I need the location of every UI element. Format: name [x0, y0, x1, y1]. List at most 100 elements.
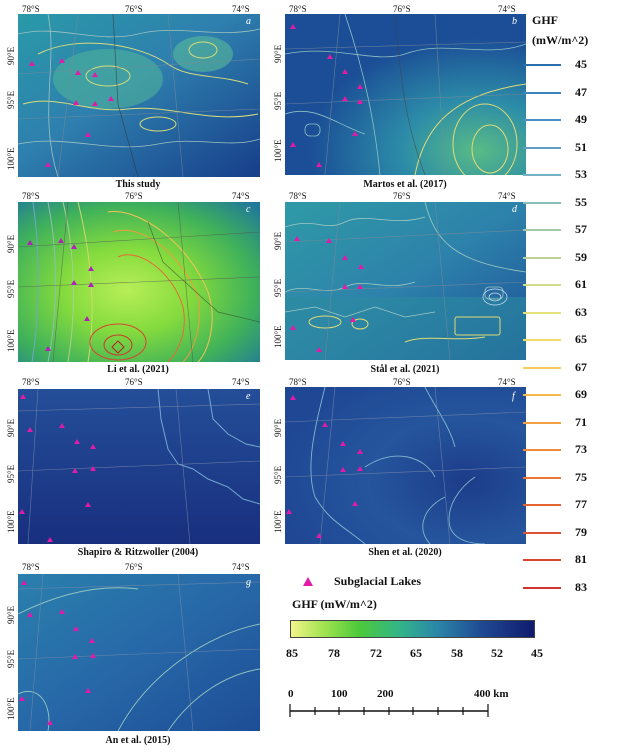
- contour-legend-value: 71: [575, 414, 587, 429]
- map-g-image: [18, 574, 260, 731]
- map-panel-b: [285, 14, 526, 175]
- lon-label: 100°E: [273, 325, 283, 348]
- contour-line-swatch: [523, 229, 561, 231]
- panel-letter: g: [246, 577, 251, 588]
- panel-caption: Shen et al. (2020): [368, 547, 442, 558]
- lat-label: 76°S: [393, 377, 411, 387]
- contour-legend-row: 71: [523, 414, 623, 430]
- contour-legend-row: 49: [523, 112, 623, 127]
- colorbar-tick: 58: [451, 646, 463, 660]
- contour-legend-row: 69: [523, 387, 623, 402]
- panel-letter: e: [246, 391, 251, 402]
- lat-label: 74°S: [232, 562, 250, 572]
- map-a-image: [18, 14, 260, 177]
- contour-line-swatch: [523, 531, 561, 534]
- contour-legend-row: 57: [523, 222, 623, 237]
- contour-line-swatch: [523, 284, 561, 286]
- lat-label: 74°S: [498, 377, 516, 387]
- subglacial-lake-markers: [290, 24, 363, 167]
- lon-label: 90°E: [273, 44, 283, 63]
- contour-legend-row: 55: [523, 195, 623, 210]
- scalebar-label: 200: [377, 688, 394, 700]
- map-c-image: [18, 202, 260, 362]
- contour-line-swatch: [523, 421, 561, 424]
- contour-legend-value: 65: [575, 332, 587, 346]
- panel-letter: c: [246, 204, 251, 215]
- contour-line-swatch: [523, 311, 561, 314]
- contour-legend-value: 79: [575, 524, 587, 539]
- lon-label: 100°E: [273, 510, 283, 533]
- contour-legend-row: 59: [523, 249, 623, 265]
- contour-legend-row: 83: [523, 580, 623, 595]
- lon-label: 90°E: [6, 234, 16, 253]
- contour-legend-value: 59: [575, 249, 587, 264]
- panel-letter: f: [512, 391, 515, 402]
- map-panel-g: [18, 574, 260, 731]
- contour-legend-value: 57: [575, 222, 587, 236]
- scalebar-label: 400 km: [474, 688, 509, 700]
- contour-legend-value: 51: [575, 139, 587, 154]
- lon-label: 100°E: [6, 147, 16, 170]
- contour-line-swatch: [523, 366, 561, 369]
- lon-label: 90°E: [6, 418, 16, 437]
- lat-label: 74°S: [232, 4, 250, 14]
- contour-legend-row: 47: [523, 85, 623, 100]
- contour-legend-value: 73: [575, 442, 587, 456]
- contour-line-swatch: [523, 174, 561, 176]
- lon-label: 95°E: [273, 91, 283, 110]
- lon-label: 95°E: [6, 464, 16, 483]
- lat-label: 78°S: [22, 4, 40, 14]
- subglacial-lake-markers: [19, 580, 96, 725]
- lat-label: 76°S: [125, 191, 143, 201]
- map-e-image: [18, 389, 260, 544]
- contour-line-swatch: [523, 394, 561, 396]
- subglacial-lake-markers: [29, 58, 114, 167]
- panel-caption: An et al. (2015): [105, 735, 171, 746]
- colorbar-tick: 65: [410, 646, 422, 660]
- contour-line-swatch: [523, 559, 561, 561]
- contour-legend-unit: (mW/m^2): [532, 33, 589, 47]
- contour-legend-row: 79: [523, 524, 623, 540]
- lat-label: 76°S: [393, 191, 411, 201]
- contour-line-swatch: [523, 119, 561, 121]
- lat-label: 78°S: [22, 377, 40, 387]
- contour-legend-value: 45: [575, 57, 587, 71]
- contour-legend-row: 51: [523, 139, 623, 155]
- colorbar-tick: 85: [286, 646, 298, 660]
- contour-legend-row: 61: [523, 277, 623, 292]
- lat-label: 76°S: [125, 562, 143, 572]
- lat-label: 78°S: [289, 4, 307, 14]
- colorbar-tick: 78: [328, 646, 340, 660]
- subglacial-lakes-label: Subglacial Lakes: [334, 574, 422, 588]
- subglacial-lake-markers: [19, 394, 96, 542]
- panel-caption: Shapiro & Ritzwoller (2004): [77, 547, 199, 558]
- lon-label: 100°E: [6, 510, 16, 533]
- lon-label: 95°E: [273, 465, 283, 484]
- lon-label: 100°E: [6, 329, 16, 352]
- lon-label: 90°E: [273, 418, 283, 437]
- contour-legend-value: 53: [575, 167, 587, 181]
- map-panel-a: [18, 14, 260, 177]
- contour-legend-row: 53: [523, 167, 623, 182]
- contour-legend-row: 73: [523, 442, 623, 457]
- contour-legend-row: 45: [523, 57, 623, 72]
- contour-legend-value: 49: [575, 112, 587, 126]
- contour-legend-value: 67: [575, 359, 587, 374]
- lon-label: 95°E: [6, 90, 16, 109]
- panel-caption: Stål et al. (2021): [370, 364, 440, 375]
- colorbar-tick: 52: [491, 646, 503, 660]
- panel-letter: a: [246, 16, 251, 27]
- contour-line-swatch: [523, 504, 561, 506]
- contour-legend-row: 75: [523, 470, 623, 485]
- lat-label: 76°S: [125, 377, 143, 387]
- lat-label: 74°S: [232, 191, 250, 201]
- scalebar-label: 0: [288, 688, 294, 700]
- contour-line-swatch: [523, 64, 561, 66]
- colorbar-tick: 72: [370, 646, 382, 660]
- subglacial-lake-markers: [27, 238, 94, 351]
- colorbar-tick: 45: [531, 646, 543, 660]
- contour-legend-title: GHF: [532, 13, 558, 27]
- scalebar: [289, 704, 489, 717]
- panel-caption: This study: [115, 179, 161, 190]
- lat-label: 78°S: [289, 191, 307, 201]
